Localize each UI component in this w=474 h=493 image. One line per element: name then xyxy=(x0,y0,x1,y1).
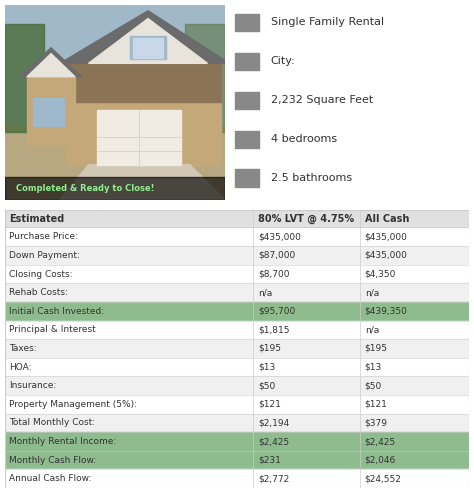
Text: Total Monthly Cost:: Total Monthly Cost: xyxy=(9,419,95,427)
Bar xyxy=(5,339,469,358)
Bar xyxy=(133,38,164,58)
Text: $8,700: $8,700 xyxy=(258,270,290,279)
Text: $2,194: $2,194 xyxy=(258,419,289,427)
Text: $379: $379 xyxy=(365,419,388,427)
Text: Estimated: Estimated xyxy=(9,213,64,223)
Bar xyxy=(5,283,469,302)
Text: $121: $121 xyxy=(365,400,388,409)
Bar xyxy=(5,5,225,126)
Text: Purchase Price:: Purchase Price: xyxy=(9,232,78,241)
Text: Annual Cash Flow:: Annual Cash Flow: xyxy=(9,474,92,483)
Text: Rehab Costs:: Rehab Costs: xyxy=(9,288,68,297)
Bar xyxy=(27,77,75,145)
Bar xyxy=(66,64,221,103)
Bar xyxy=(235,53,259,70)
Text: Principal & Interest: Principal & Interest xyxy=(9,325,96,334)
Text: City:: City: xyxy=(271,56,295,67)
Text: $195: $195 xyxy=(258,344,281,353)
Bar xyxy=(235,131,259,148)
Text: $24,552: $24,552 xyxy=(365,474,401,483)
Text: $13: $13 xyxy=(258,362,275,372)
Polygon shape xyxy=(60,11,229,64)
Bar xyxy=(33,99,64,126)
Text: $4,350: $4,350 xyxy=(365,270,396,279)
Bar xyxy=(5,395,469,414)
Bar xyxy=(66,64,221,165)
Bar xyxy=(5,177,225,200)
Text: Monthly Cash Flow:: Monthly Cash Flow: xyxy=(9,456,97,464)
Text: Property Management (5%):: Property Management (5%): xyxy=(9,400,137,409)
Text: $435,000: $435,000 xyxy=(365,232,408,241)
Text: $121: $121 xyxy=(258,400,281,409)
Bar xyxy=(5,24,45,132)
Text: Completed & Ready to Close!: Completed & Ready to Close! xyxy=(16,184,154,193)
Text: $50: $50 xyxy=(365,381,382,390)
Text: n/a: n/a xyxy=(365,325,379,334)
Text: $1,815: $1,815 xyxy=(258,325,290,334)
Bar xyxy=(5,302,469,320)
Text: n/a: n/a xyxy=(365,288,379,297)
Bar xyxy=(185,24,225,132)
Bar xyxy=(5,126,225,200)
Bar xyxy=(5,376,469,395)
Polygon shape xyxy=(20,48,82,77)
Bar xyxy=(235,14,259,31)
Text: $50: $50 xyxy=(258,381,275,390)
Bar xyxy=(5,265,469,283)
Polygon shape xyxy=(60,165,225,200)
Text: HOA:: HOA: xyxy=(9,362,32,372)
Bar xyxy=(97,110,181,165)
Text: 80% LVT @ 4.75%: 80% LVT @ 4.75% xyxy=(258,213,354,224)
Text: 4 bedrooms: 4 bedrooms xyxy=(271,134,337,144)
Text: Single Family Rental: Single Family Rental xyxy=(271,17,384,28)
Bar xyxy=(5,414,469,432)
Text: $95,700: $95,700 xyxy=(258,307,295,316)
Bar xyxy=(5,320,469,339)
Bar xyxy=(5,432,469,451)
Text: $231: $231 xyxy=(258,456,281,464)
Text: $439,350: $439,350 xyxy=(365,307,408,316)
Text: $2,046: $2,046 xyxy=(365,456,396,464)
Text: Taxes:: Taxes: xyxy=(9,344,37,353)
Bar xyxy=(130,36,165,60)
Bar xyxy=(5,358,469,376)
Text: $87,000: $87,000 xyxy=(258,251,295,260)
Bar xyxy=(5,210,469,227)
Bar xyxy=(235,170,259,187)
Bar xyxy=(5,246,469,265)
Text: Down Payment:: Down Payment: xyxy=(9,251,80,260)
Text: $2,425: $2,425 xyxy=(365,437,396,446)
Text: 2,232 Square Feet: 2,232 Square Feet xyxy=(271,95,373,106)
Text: $435,000: $435,000 xyxy=(258,232,301,241)
Text: $2,425: $2,425 xyxy=(258,437,289,446)
Text: Monthly Rental Income:: Monthly Rental Income: xyxy=(9,437,117,446)
Text: $13: $13 xyxy=(365,362,382,372)
Text: n/a: n/a xyxy=(258,288,272,297)
Bar xyxy=(235,92,259,109)
Text: Initial Cash Invested:: Initial Cash Invested: xyxy=(9,307,104,316)
Bar xyxy=(5,451,469,469)
Text: Insurance:: Insurance: xyxy=(9,381,56,390)
Text: $435,000: $435,000 xyxy=(365,251,408,260)
Polygon shape xyxy=(89,19,208,64)
Bar xyxy=(5,227,469,246)
Bar xyxy=(5,469,469,488)
Text: All Cash: All Cash xyxy=(365,213,409,223)
Polygon shape xyxy=(27,54,75,77)
Text: 2.5 bathrooms: 2.5 bathrooms xyxy=(271,173,352,183)
Text: $195: $195 xyxy=(365,344,388,353)
Text: Closing Costs:: Closing Costs: xyxy=(9,270,73,279)
Text: $2,772: $2,772 xyxy=(258,474,289,483)
